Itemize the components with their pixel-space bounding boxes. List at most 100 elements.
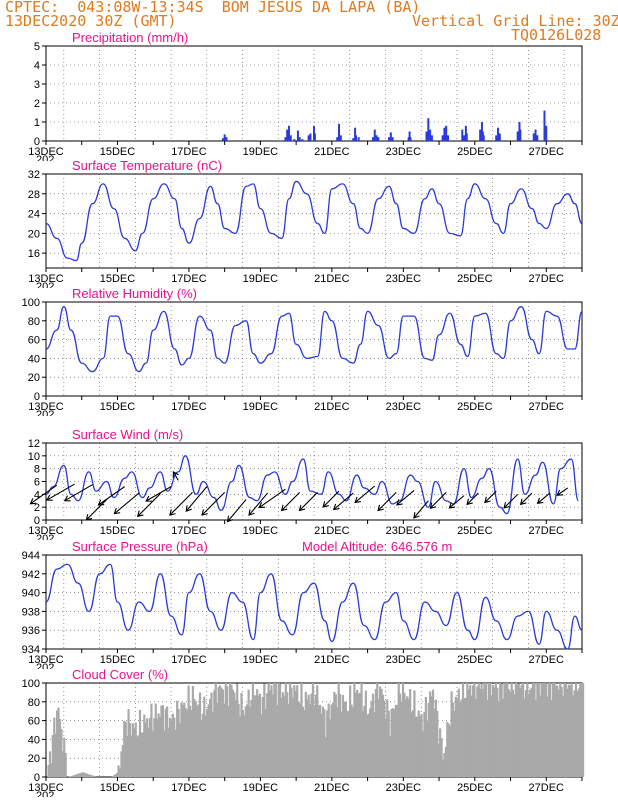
cloud-bar bbox=[363, 705, 366, 777]
cloud-bar bbox=[344, 701, 347, 777]
cloud-bar bbox=[270, 685, 273, 777]
precip-xtick-label: 13DEC bbox=[28, 146, 64, 158]
cloud-bar bbox=[256, 689, 259, 777]
cloud-bar bbox=[394, 704, 397, 777]
cloud-bar bbox=[277, 683, 280, 777]
cloud-bar bbox=[413, 690, 416, 777]
rh-xtick-label: 19DEC bbox=[243, 401, 279, 413]
cloud-bar bbox=[447, 723, 450, 777]
cloud-bar bbox=[401, 683, 405, 777]
cloud-bar bbox=[351, 707, 355, 777]
cloud-bar bbox=[147, 727, 150, 777]
precip-bar bbox=[534, 129, 537, 141]
cloud-bar bbox=[451, 702, 455, 777]
header-location: CPTEC: 043:08W-13:34S BOM JESUS DA LAPA … bbox=[5, 0, 421, 16]
cloud-bar bbox=[201, 713, 204, 777]
cloud-bar bbox=[227, 706, 230, 777]
cloud-bar bbox=[510, 683, 513, 777]
cloud-bar bbox=[426, 720, 429, 777]
cloud-bar bbox=[560, 686, 563, 777]
wind-arrow bbox=[172, 471, 179, 481]
cloud-bar bbox=[303, 709, 306, 777]
cloud-bar bbox=[391, 708, 395, 777]
cloud-bar bbox=[523, 698, 526, 777]
cloud-xtick-label: 17DEC bbox=[171, 782, 207, 794]
precip-xtick-label: 23DEC bbox=[386, 146, 422, 158]
wind-arrow-head bbox=[280, 504, 288, 512]
precip-bar bbox=[373, 129, 376, 141]
cloud-bar bbox=[90, 775, 93, 777]
cloud-bar bbox=[547, 683, 550, 777]
precip-bar bbox=[309, 133, 312, 141]
cloud-bar bbox=[247, 689, 250, 777]
cloud-bar bbox=[330, 704, 333, 777]
wind-ytick-label: 2 bbox=[34, 502, 40, 514]
wind-ytick-label: 6 bbox=[34, 477, 40, 489]
cloud-bar bbox=[479, 688, 482, 777]
cloud-bar bbox=[524, 690, 528, 777]
cloud-bar bbox=[577, 688, 580, 777]
temp-year-label-clipped: 202 bbox=[36, 281, 54, 293]
cloud-bar bbox=[113, 775, 116, 777]
precip-xtick-label: 25DEC bbox=[457, 146, 493, 158]
cloud-bar bbox=[350, 704, 353, 777]
cloud-bar bbox=[126, 735, 129, 777]
cloud-bar bbox=[456, 698, 459, 777]
wind-arrow bbox=[466, 492, 479, 505]
wind-arrow bbox=[85, 499, 108, 521]
precip-xtick-label: 17DEC bbox=[171, 146, 207, 158]
cloud-bar bbox=[286, 692, 289, 777]
cloud-bar bbox=[133, 728, 136, 777]
wind-arrow-head bbox=[377, 504, 384, 512]
cloud-bar bbox=[321, 706, 325, 777]
cloud-bar bbox=[531, 683, 535, 777]
cloud-bar bbox=[296, 685, 299, 777]
precip-bar bbox=[465, 133, 468, 141]
cloud-bar bbox=[324, 737, 327, 777]
wind-arrow bbox=[520, 492, 533, 505]
pres-series-line bbox=[45, 563, 583, 650]
cloud-bar bbox=[496, 687, 499, 777]
precip-bar bbox=[479, 129, 482, 141]
cloud-bar bbox=[163, 730, 166, 777]
precip-ytick-label: 5 bbox=[34, 41, 40, 53]
precip-ytick-label: 1 bbox=[34, 117, 40, 129]
cloud-bar bbox=[56, 710, 59, 777]
cloud-bar bbox=[218, 685, 222, 777]
cloud-bar bbox=[390, 709, 393, 777]
cloud-bar bbox=[340, 711, 343, 777]
cloud-bar bbox=[579, 683, 582, 777]
cloud-bar bbox=[231, 689, 235, 777]
wind-ytick-label: 8 bbox=[34, 464, 40, 476]
precip-bar bbox=[536, 135, 539, 141]
cloud-bar bbox=[184, 708, 187, 777]
wind-series-line bbox=[45, 455, 580, 515]
cloud-bar bbox=[236, 683, 239, 777]
cloud-bar bbox=[440, 738, 443, 777]
header-model-id: TQ0126L028 bbox=[511, 26, 602, 44]
cloud-bar bbox=[573, 690, 576, 777]
rh-year-label-clipped: 202 bbox=[36, 409, 54, 421]
cloud-bar bbox=[481, 689, 485, 777]
cloud-bar bbox=[70, 776, 73, 777]
cloud-bar bbox=[471, 685, 475, 777]
rh-xtick-label: 13DEC bbox=[28, 401, 64, 413]
cloud-bar bbox=[513, 694, 516, 777]
cloud-bar bbox=[497, 701, 500, 777]
cloud-bar bbox=[71, 775, 74, 777]
cloud-bar bbox=[216, 702, 219, 777]
cloud-bar bbox=[563, 683, 566, 777]
wind-arrow-head bbox=[29, 498, 37, 505]
cloud-bar bbox=[248, 707, 252, 777]
cloud-bar bbox=[306, 699, 309, 777]
cloud-bar bbox=[520, 684, 523, 777]
cloud-bar bbox=[266, 693, 269, 777]
precip-bar bbox=[389, 132, 392, 141]
temp-xtick-label: 21DEC bbox=[314, 273, 350, 285]
precip-bar bbox=[221, 138, 224, 141]
cloud-bar bbox=[536, 683, 539, 777]
cloud-bar bbox=[233, 692, 236, 777]
cloud-bar bbox=[381, 694, 385, 777]
temp-xtick-label: 27DEC bbox=[529, 273, 565, 285]
cloud-bar bbox=[530, 687, 533, 777]
